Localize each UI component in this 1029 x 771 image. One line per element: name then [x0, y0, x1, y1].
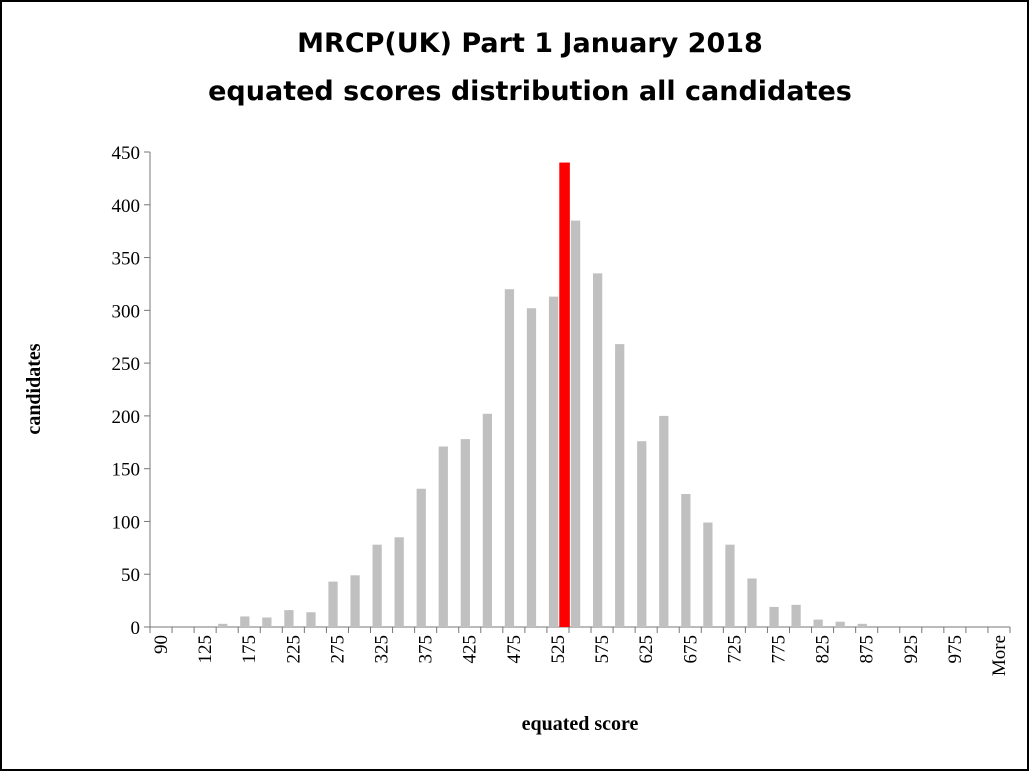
y-tick-label: 150 — [112, 460, 141, 481]
bar — [504, 289, 515, 627]
x-tick-label: 825 — [813, 635, 834, 664]
x-tick-label: 225 — [283, 635, 304, 664]
y-tick-label: 300 — [112, 301, 141, 322]
bar — [372, 544, 382, 627]
y-tick-label: 200 — [112, 407, 141, 428]
bar — [548, 296, 559, 627]
x-tick-label: 925 — [901, 635, 922, 664]
bar — [328, 581, 338, 627]
x-tick-label: 375 — [416, 635, 437, 664]
x-tick-label: 725 — [724, 635, 745, 664]
x-tick-label: 90 — [151, 635, 172, 654]
bar — [460, 439, 470, 627]
bar — [769, 606, 779, 627]
y-tick-label: 400 — [112, 196, 141, 217]
y-tick-label: 250 — [112, 354, 141, 375]
bar — [615, 344, 625, 627]
x-tick-label: 275 — [327, 635, 348, 664]
y-tick-label: 350 — [112, 249, 141, 270]
y-tick-label: 0 — [131, 618, 141, 639]
bar — [637, 441, 647, 627]
bar — [482, 413, 493, 627]
x-tick-label: 125 — [195, 635, 216, 664]
bar — [857, 623, 867, 627]
bar — [835, 621, 845, 627]
x-tick-label: 425 — [460, 635, 481, 664]
y-tick-label: 100 — [112, 512, 141, 533]
bar — [262, 617, 272, 627]
x-tick-label: 175 — [239, 635, 260, 664]
x-tick-label: 325 — [372, 635, 393, 664]
bar — [791, 604, 801, 627]
bar — [350, 575, 360, 627]
x-tick-label: 525 — [548, 635, 569, 664]
bar — [394, 537, 404, 627]
x-tick-label: 675 — [680, 635, 701, 664]
bar — [681, 494, 691, 627]
bar — [306, 612, 316, 627]
x-axis-label: equated score — [522, 713, 639, 735]
bar — [593, 273, 603, 627]
bar — [438, 446, 448, 627]
bar — [703, 522, 713, 627]
y-tick-label: 450 — [112, 143, 141, 164]
x-tick-label: More — [989, 635, 1010, 676]
y-axis-label: candidates — [23, 343, 45, 434]
bar — [284, 610, 294, 627]
bar — [813, 619, 823, 627]
x-tick-label: 875 — [857, 635, 878, 664]
bar — [218, 623, 228, 627]
y-tick-label: 50 — [121, 565, 140, 586]
x-tick-label: 625 — [636, 635, 657, 664]
bar — [526, 308, 537, 627]
x-tick-label: 775 — [768, 635, 789, 664]
bar — [559, 162, 570, 628]
bar — [240, 616, 250, 627]
bar — [416, 488, 426, 627]
x-tick-label: 475 — [504, 635, 525, 664]
bar — [570, 220, 581, 627]
bar — [659, 415, 669, 627]
bar — [725, 544, 735, 627]
bar — [747, 578, 757, 627]
chart-title: MRCP(UK) Part 1 January 2018 — [297, 28, 763, 59]
x-tick-label: 975 — [945, 635, 966, 664]
x-tick-label: 575 — [592, 635, 613, 664]
chart-title: equated scores distribution all candidat… — [208, 76, 852, 107]
